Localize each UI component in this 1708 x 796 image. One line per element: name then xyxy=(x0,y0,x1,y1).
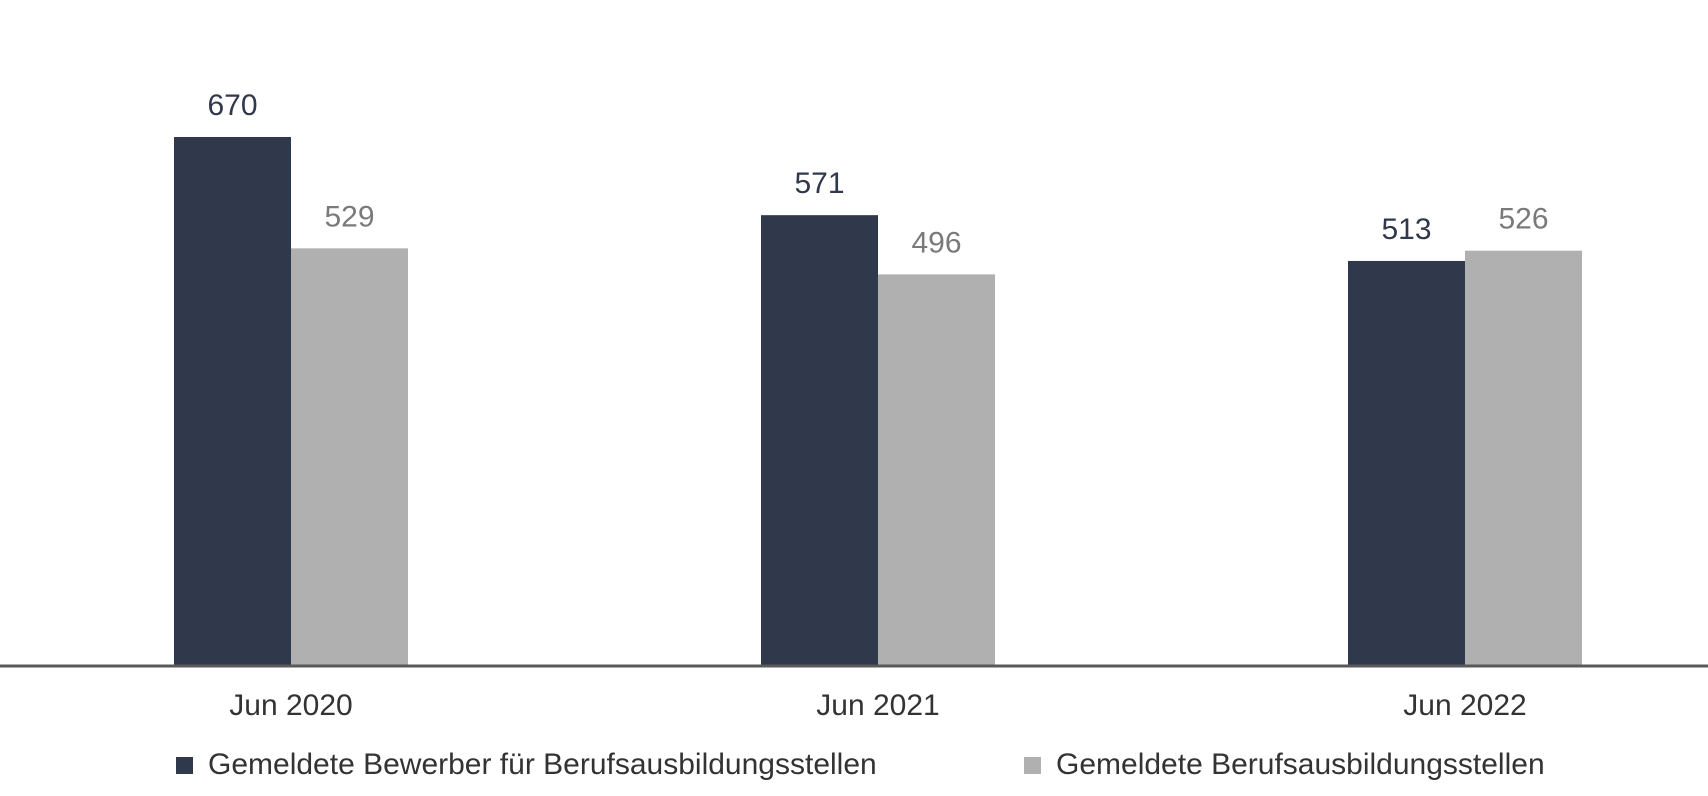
legend: Gemeldete Bewerber für Berufsausbildungs… xyxy=(0,748,1708,788)
bar-jun-2020-series-0 xyxy=(174,137,291,666)
value-label-jun-2021-series-0: 571 xyxy=(794,167,844,200)
x-tick-label-jun-2022: Jun 2022 xyxy=(1403,689,1526,722)
value-label-jun-2020-series-0: 670 xyxy=(207,89,257,122)
value-label-jun-2021-series-1: 496 xyxy=(911,226,961,259)
x-tick-labels-group: Jun 2020 Jun 2021 Jun 2022 xyxy=(229,689,1526,722)
legend-item-stellen: Gemeldete Berufsausbildungsstellen xyxy=(1024,748,1545,782)
legend-swatch-stellen xyxy=(1024,756,1041,774)
value-labels-group: 670 529 571 496 513 526 xyxy=(207,89,1548,259)
legend-label-bewerber: Gemeldete Bewerber für Berufsausbildungs… xyxy=(208,748,877,781)
value-label-jun-2020-series-1: 529 xyxy=(324,200,374,233)
legend-label-stellen: Gemeldete Berufsausbildungsstellen xyxy=(1056,748,1545,781)
bar-jun-2021-series-0 xyxy=(761,215,878,667)
value-label-jun-2022-series-0: 513 xyxy=(1381,213,1431,246)
bars-group xyxy=(174,137,1582,667)
x-tick-label-jun-2020: Jun 2020 xyxy=(229,689,352,722)
bar-jun-2020-series-1 xyxy=(291,248,408,667)
legend-item-bewerber: Gemeldete Bewerber für Berufsausbildungs… xyxy=(176,748,877,782)
legend-swatch-bewerber xyxy=(176,756,193,774)
bar-jun-2022-series-0 xyxy=(1348,260,1465,666)
bar-jun-2021-series-1 xyxy=(878,274,995,666)
bar-jun-2022-series-1 xyxy=(1465,250,1582,666)
value-label-jun-2022-series-1: 526 xyxy=(1498,203,1548,236)
x-tick-label-jun-2021: Jun 2021 xyxy=(816,689,939,722)
